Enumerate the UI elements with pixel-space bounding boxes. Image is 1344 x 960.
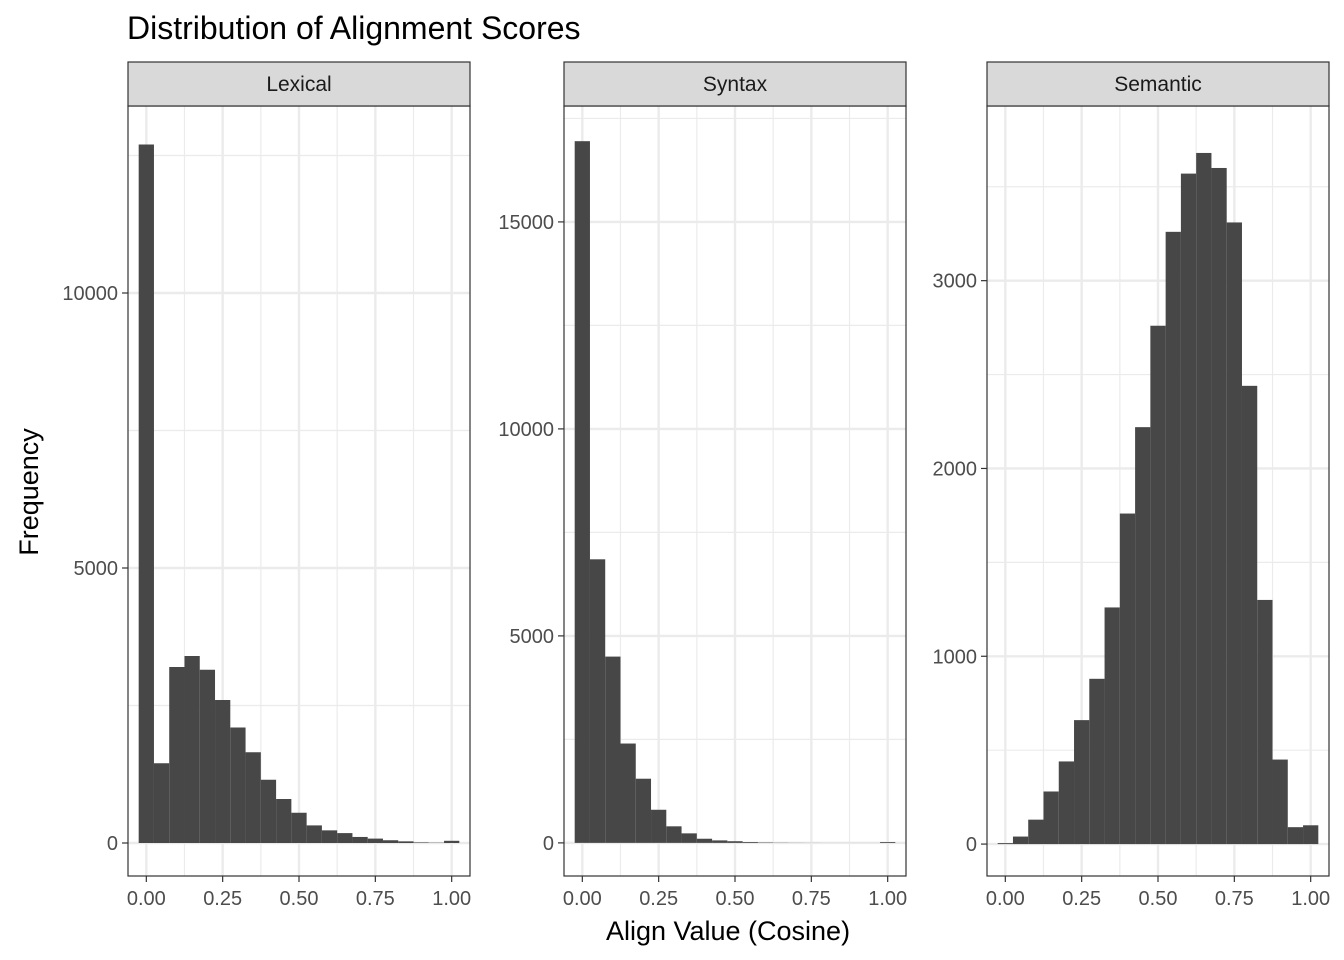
histogram-bar: [742, 842, 758, 843]
histogram-bar: [1043, 791, 1059, 845]
y-tick-label: 0: [107, 833, 118, 855]
x-tick-label: 0.25: [1062, 888, 1101, 910]
facet-strip-label: Semantic: [1114, 73, 1202, 96]
histogram-bar: [1028, 819, 1044, 845]
histogram-bar: [1211, 167, 1227, 845]
histogram-bar: [245, 752, 261, 843]
histogram-bar: [1058, 761, 1075, 845]
facet-strip-label: Lexical: [266, 73, 331, 96]
histogram-bar: [727, 841, 743, 843]
facet-strip-label: Syntax: [703, 73, 768, 96]
histogram-bar: [1150, 325, 1166, 845]
histogram-bar: [1272, 759, 1288, 845]
histogram-bar: [620, 743, 636, 843]
histogram-bar: [199, 669, 216, 843]
histogram-bar: [666, 826, 682, 843]
histogram-bar: [1196, 152, 1212, 845]
histogram-bar: [589, 559, 606, 843]
y-tick-label: 2000: [933, 458, 978, 480]
histogram-bar: [574, 141, 590, 843]
histogram-bar: [184, 656, 200, 843]
histogram-bar: [681, 833, 697, 843]
x-tick-label: 1.00: [868, 888, 907, 910]
histogram-bar: [1074, 720, 1090, 845]
histogram-bar: [215, 700, 231, 843]
histogram-bar: [696, 838, 713, 843]
histogram-bar: [352, 836, 368, 843]
x-tick-label: 0.50: [716, 888, 755, 910]
panel-plot-area: [987, 106, 1329, 876]
y-tick-label: 15000: [498, 212, 554, 234]
histogram-bar: [1226, 222, 1242, 845]
histogram-bar: [880, 842, 896, 843]
panel-syntax: Syntax 0.00 0.25 0.50 0.75 1.00 0 5000 10000 1500…: [498, 61, 907, 910]
y-tick-label: 0: [966, 834, 977, 856]
histogram-bar: [367, 838, 383, 843]
histogram-bar: [230, 727, 246, 843]
x-tick-label: 0.75: [356, 888, 395, 910]
facet-strip: [127, 61, 471, 107]
panel-lexical: Lexical 0.00 0.25 0.50 0.75 1.00 0 5000 10000: [62, 61, 471, 910]
histogram-bar: [276, 799, 292, 843]
histogram-bar: [1257, 599, 1273, 845]
x-tick-label: 0.75: [1215, 888, 1254, 910]
histogram-bar: [291, 812, 307, 843]
y-tick-label: 10000: [62, 283, 118, 305]
y-tick-label: 5000: [74, 558, 119, 580]
histogram-bar: [1287, 827, 1304, 845]
histogram-bar: [306, 825, 322, 843]
x-tick-label: 1.00: [432, 888, 471, 910]
histogram-bar: [1012, 836, 1029, 845]
x-tick-label: 0.50: [280, 888, 319, 910]
histogram-bar: [260, 779, 277, 843]
histogram-bar: [1104, 607, 1120, 845]
histogram-bar: [321, 830, 338, 843]
chart-title: Distribution of Alignment Scores: [127, 10, 581, 46]
histogram-bar: [1303, 825, 1319, 845]
x-axis-title: Align Value (Cosine): [606, 916, 850, 946]
panel-plot-area: [564, 106, 906, 876]
panel-semantic: Semantic 0.00 0.25 0.50 0.75 1.00 0 1000 2000 300…: [933, 61, 1330, 910]
y-tick-label: 10000: [498, 419, 554, 441]
histogram-bar: [1135, 427, 1151, 845]
histogram-bar: [997, 843, 1013, 845]
histogram-bar: [444, 840, 460, 843]
x-tick-label: 0.50: [1139, 888, 1178, 910]
y-tick-label: 1000: [933, 646, 978, 668]
histogram-bar: [1241, 385, 1258, 845]
histogram-bar: [153, 763, 170, 843]
histogram-bar: [138, 144, 154, 843]
x-tick-label: 0.00: [563, 888, 602, 910]
x-tick-label: 0.25: [203, 888, 242, 910]
facet-strip: [986, 61, 1330, 107]
x-tick-label: 0.25: [639, 888, 678, 910]
histogram-bar: [398, 841, 414, 843]
y-tick-label: 0: [543, 833, 554, 855]
x-tick-label: 1.00: [1291, 888, 1330, 910]
y-axis-title: Frequency: [14, 428, 44, 556]
histogram-bar: [169, 667, 185, 843]
histogram-bar: [635, 778, 652, 843]
y-tick-label: 3000: [933, 271, 978, 293]
histogram-bar: [1089, 678, 1105, 845]
panel-plot-area: [128, 106, 470, 876]
histogram-bar: [413, 842, 429, 843]
x-tick-label: 0.00: [986, 888, 1025, 910]
x-tick-label: 0.75: [792, 888, 831, 910]
histogram-bar: [1180, 173, 1197, 845]
histogram-bar: [1165, 231, 1181, 845]
histogram-bar: [382, 840, 399, 843]
histogram-bar: [1119, 513, 1136, 845]
y-tick-label: 5000: [510, 626, 555, 648]
histogram-bar: [337, 833, 353, 843]
histogram-bar: [651, 809, 667, 843]
facet-strip: [563, 61, 907, 107]
x-tick-label: 0.00: [127, 888, 166, 910]
histogram-bar: [605, 656, 621, 843]
histogram-bar: [712, 840, 728, 843]
